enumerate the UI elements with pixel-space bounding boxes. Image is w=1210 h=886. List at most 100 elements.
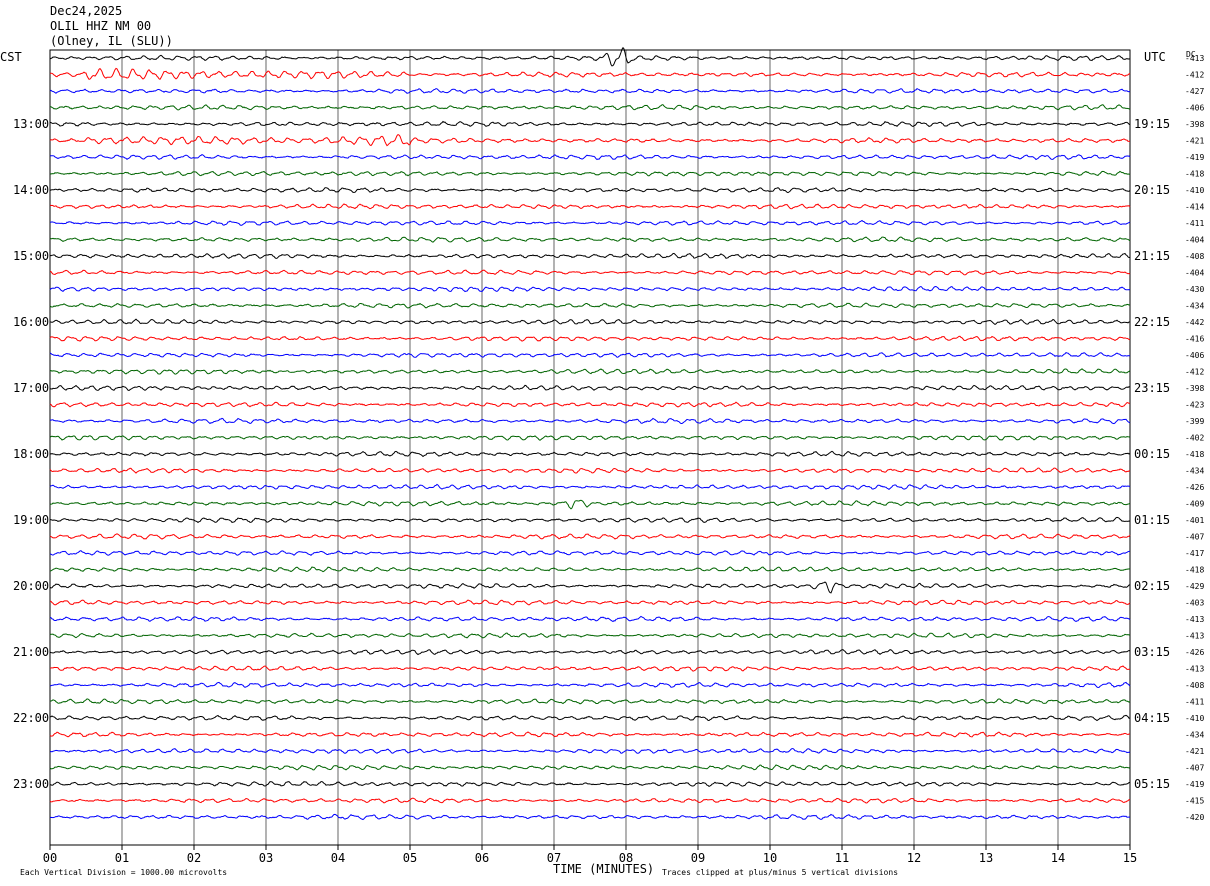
cst-hour-label: 16:00 <box>13 315 49 329</box>
seismic-trace <box>50 318 1131 326</box>
seismic-trace <box>49 417 1131 425</box>
dc-offset-label: -434 <box>1185 302 1204 311</box>
dc-offset-header: DC <box>1186 50 1196 59</box>
seismic-trace <box>49 187 1131 194</box>
cst-hour-label: 17:00 <box>13 381 49 395</box>
seismic-trace <box>49 335 1131 342</box>
dc-offset-label: -403 <box>1185 599 1204 608</box>
seismic-trace <box>49 120 1131 127</box>
seismic-trace <box>49 87 1131 94</box>
dc-offset-label: -409 <box>1185 500 1204 509</box>
dc-offset-label: -412 <box>1185 71 1204 80</box>
dc-offset-label: -416 <box>1185 335 1204 344</box>
seismic-trace <box>49 731 1130 738</box>
seismic-trace <box>49 665 1131 672</box>
utc-hour-label: 22:15 <box>1134 315 1170 329</box>
scale-note: Each Vertical Division = 1000.00 microvo… <box>20 868 228 877</box>
dc-offset-label: -421 <box>1185 137 1204 146</box>
dc-offset-label: -398 <box>1185 120 1204 129</box>
seismic-trace <box>49 550 1130 556</box>
cst-hour-label: 23:00 <box>13 777 49 791</box>
seismic-trace <box>49 450 1131 458</box>
x-tick-label: 11 <box>835 851 849 865</box>
dc-offset-label: -411 <box>1185 219 1204 228</box>
plot-date: Dec24,2025 <box>50 4 123 18</box>
seismic-trace <box>49 401 1131 408</box>
seismic-trace <box>49 581 1131 594</box>
x-tick-label: 09 <box>691 851 705 865</box>
dc-offset-label: -413 <box>1185 615 1204 624</box>
seismic-trace <box>49 533 1131 540</box>
right-timezone-label: UTC <box>1144 50 1166 64</box>
dc-offset-label: -429 <box>1185 582 1204 591</box>
dc-offset-label: -406 <box>1185 104 1204 113</box>
dc-offset-label: -430 <box>1185 285 1204 294</box>
seismic-trace <box>50 714 1131 722</box>
x-tick-label: 15 <box>1123 851 1137 865</box>
cst-hour-label: 14:00 <box>13 183 49 197</box>
dc-offset-label: -419 <box>1185 780 1204 789</box>
cst-hour-label: 21:00 <box>13 645 49 659</box>
utc-hour-label: 04:15 <box>1134 711 1170 725</box>
seismic-trace <box>49 203 1131 210</box>
seismic-trace <box>49 352 1131 358</box>
cst-hour-label: 13:00 <box>13 117 49 131</box>
dc-offset-label: -414 <box>1185 203 1204 212</box>
dc-offset-label: -423 <box>1185 401 1204 410</box>
seismic-trace <box>50 104 1131 111</box>
seismic-trace <box>49 368 1131 375</box>
x-axis-title: TIME (MINUTES) <box>553 862 655 876</box>
seismic-trace <box>49 67 1131 80</box>
utc-hour-label: 02:15 <box>1134 579 1170 593</box>
dc-offset-label: -407 <box>1185 533 1204 542</box>
seismic-trace <box>49 219 1131 226</box>
dc-offset-label: -442 <box>1185 318 1204 327</box>
seismic-trace <box>49 615 1131 623</box>
seismic-trace <box>49 134 1131 147</box>
seismic-trace <box>49 649 1131 656</box>
dc-offset-label: -413 <box>1185 632 1204 641</box>
seismic-trace <box>49 154 1131 161</box>
seismic-trace <box>49 813 1131 821</box>
dc-offset-label: -426 <box>1185 648 1204 657</box>
seismic-trace <box>49 632 1131 639</box>
utc-hour-label: 03:15 <box>1134 645 1170 659</box>
x-tick-label: 05 <box>403 851 417 865</box>
dc-offset-label: -412 <box>1185 368 1204 377</box>
utc-hour-label: 05:15 <box>1134 777 1170 791</box>
dc-offset-label: -420 <box>1185 813 1204 822</box>
seismic-trace <box>49 252 1131 259</box>
x-tick-label: 01 <box>115 851 129 865</box>
dc-offset-label: -418 <box>1185 566 1204 575</box>
plot-frame <box>49 49 1131 846</box>
utc-hour-label: 01:15 <box>1134 513 1170 527</box>
dc-offset-label: -402 <box>1185 434 1204 443</box>
left-timezone-label: CST <box>0 50 22 64</box>
x-tick-label: 12 <box>907 851 921 865</box>
seismic-trace <box>49 698 1131 705</box>
dc-offset-label: -398 <box>1185 384 1204 393</box>
dc-offset-label: -410 <box>1185 186 1204 195</box>
seismic-trace <box>49 599 1131 606</box>
seismic-trace <box>49 797 1131 804</box>
x-tick-label: 04 <box>331 851 345 865</box>
seismic-trace <box>49 681 1131 689</box>
dc-offset-label: -404 <box>1185 269 1204 278</box>
cst-hour-label: 22:00 <box>13 711 49 725</box>
seismic-trace <box>49 566 1131 573</box>
dc-offset-label: -415 <box>1185 797 1204 806</box>
dc-offset-label: -413 <box>1185 54 1204 63</box>
dc-offset-label: -407 <box>1185 764 1204 773</box>
seismic-trace <box>49 764 1131 771</box>
seismic-trace <box>49 780 1131 788</box>
seismic-trace <box>49 499 1131 510</box>
cst-hour-label: 19:00 <box>13 513 49 527</box>
x-tick-label: 03 <box>259 851 273 865</box>
x-tick-label: 14 <box>1051 851 1065 865</box>
utc-hour-label: 21:15 <box>1134 249 1170 263</box>
station-name: OLIL HHZ NM 00 <box>50 19 152 33</box>
x-tick-label: 07 <box>547 851 561 865</box>
dc-offset-label: -401 <box>1185 516 1204 525</box>
dc-offset-label: -421 <box>1185 747 1204 756</box>
